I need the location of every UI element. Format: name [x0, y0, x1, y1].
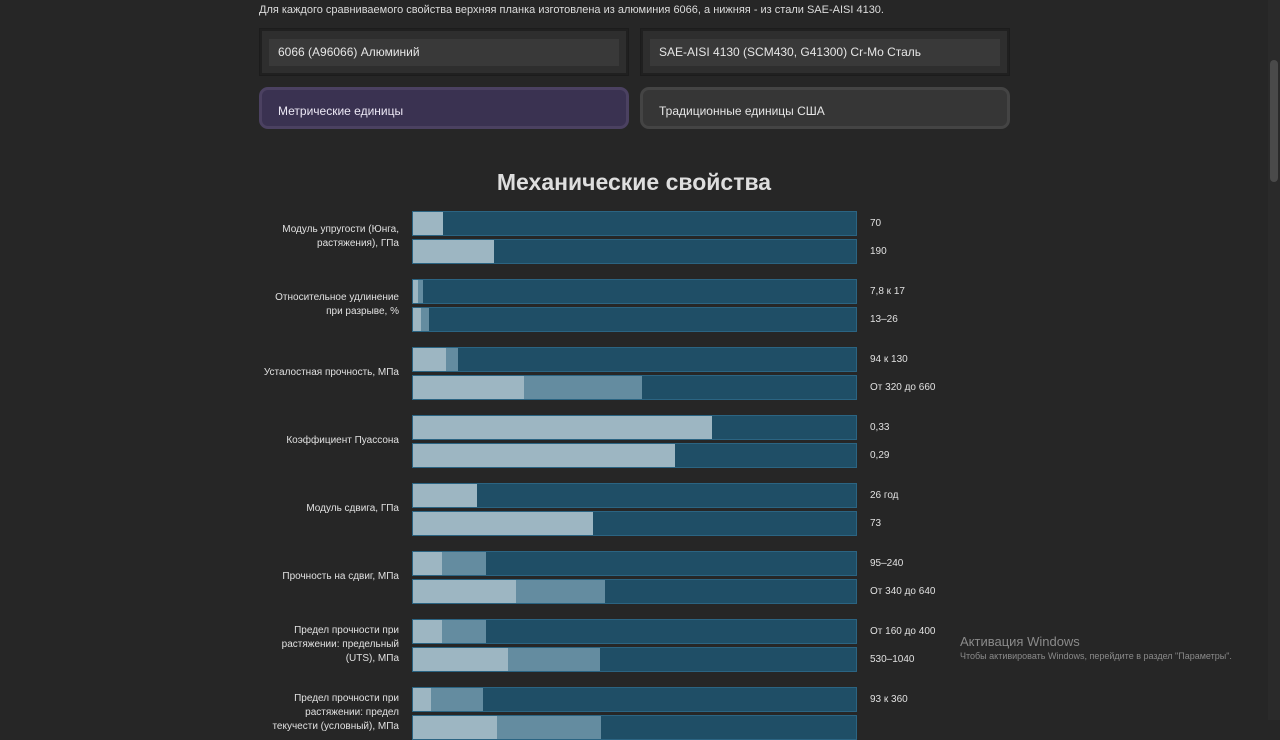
bar-min-fill [413, 308, 421, 331]
bar-min-fill [413, 280, 418, 303]
property-label: Предел прочности при растяжении: предель… [281, 625, 399, 664]
property-bar-top [412, 483, 857, 508]
bar-min-fill [413, 444, 675, 467]
property-bar-top [412, 415, 857, 440]
bar-min-fill [413, 620, 442, 643]
bar-range-fill [431, 688, 483, 711]
bar-min-fill [413, 240, 494, 263]
property-bar-top [412, 211, 857, 236]
property-value-top: 95–240 [870, 558, 904, 569]
property-value-top: 93 к 360 [870, 694, 908, 705]
property-label: Прочность на сдвиг, МПа [282, 571, 399, 582]
bar-min-fill [413, 512, 593, 535]
section-title: Механические свойства [496, 169, 772, 195]
property-value-top: 7,8 к 17 [870, 286, 905, 297]
bar-range-fill [421, 308, 429, 331]
us-units-button[interactable]: Традиционные единицы США [640, 87, 1010, 129]
bar-range-fill [524, 376, 642, 399]
bar-range-fill [418, 280, 423, 303]
material-card-bottom[interactable]: SAE-AISI 4130 (SCM430, G41300) Cr-Mo Ста… [640, 28, 1010, 76]
property-value-bottom: От 340 до 640 [870, 586, 936, 597]
bar-min-fill [413, 552, 442, 575]
property-label: Модуль сдвига, ГПа [306, 503, 399, 514]
property-bar-bottom [412, 307, 857, 332]
property-bar-top [412, 687, 857, 712]
property-value-bottom: 13–26 [870, 314, 898, 325]
bar-min-fill [413, 416, 712, 439]
bar-min-fill [413, 212, 443, 235]
scrollbar-thumb[interactable] [1270, 60, 1278, 182]
bar-min-fill [413, 348, 446, 371]
bar-range-fill [516, 580, 605, 603]
bar-range-fill [442, 620, 486, 643]
property-label: Модуль упругости (Юнга, растяжения), ГПа [282, 224, 399, 249]
intro-text: Для каждого сравниваемого свойства верхн… [259, 4, 884, 16]
bar-min-fill [413, 688, 431, 711]
property-bar-bottom [412, 375, 857, 400]
property-value-top: 70 [870, 218, 882, 229]
bar-min-fill [413, 716, 497, 739]
property-value-top: 26 год [870, 490, 899, 501]
property-bar-bottom [412, 715, 857, 740]
property-value-bottom: 190 [870, 246, 887, 257]
bar-min-fill [413, 484, 477, 507]
material-name-bottom: SAE-AISI 4130 (SCM430, G41300) Cr-Mo Ста… [650, 39, 1000, 66]
material-name-top: 6066 (A96066) Алюминий [269, 39, 619, 66]
property-bar-bottom [412, 239, 857, 264]
property-bar-top [412, 619, 857, 644]
bar-range-fill [446, 348, 458, 371]
property-bar-top [412, 551, 857, 576]
property-bar-top [412, 279, 857, 304]
property-value-top: 94 к 130 [870, 354, 908, 365]
property-value-bottom: 530–1040 [870, 654, 915, 665]
property-value-bottom: 73 [870, 518, 882, 529]
property-value-bottom: 0,29 [870, 450, 890, 461]
bar-min-fill [413, 648, 508, 671]
bar-min-fill [413, 580, 516, 603]
property-label: Относительное удлинение при разрыве, % [275, 292, 399, 317]
metric-units-button[interactable]: Метрические единицы [259, 87, 629, 129]
bar-range-fill [497, 716, 601, 739]
property-label: Предел прочности при растяжении: предел … [272, 693, 399, 732]
scrollbar[interactable] [1268, 0, 1280, 720]
bar-range-fill [508, 648, 600, 671]
property-label: Усталостная прочность, МПа [263, 367, 399, 378]
property-bar-bottom [412, 579, 857, 604]
property-bar-bottom [412, 647, 857, 672]
bar-range-fill [442, 552, 486, 575]
property-bar-bottom [412, 511, 857, 536]
property-value-bottom: От 320 до 660 [870, 382, 936, 393]
material-card-top[interactable]: 6066 (A96066) Алюминий [259, 28, 629, 76]
property-bar-top [412, 347, 857, 372]
property-value-top: От 160 до 400 [870, 626, 936, 637]
bar-min-fill [413, 376, 524, 399]
property-value-top: 0,33 [870, 422, 890, 433]
property-bar-bottom [412, 443, 857, 468]
property-label: Коэффициент Пуассона [286, 435, 399, 446]
windows-activation-subtitle: Чтобы активировать Windows, перейдите в … [960, 651, 1232, 661]
windows-activation-title: Активация Windows [960, 634, 1080, 649]
